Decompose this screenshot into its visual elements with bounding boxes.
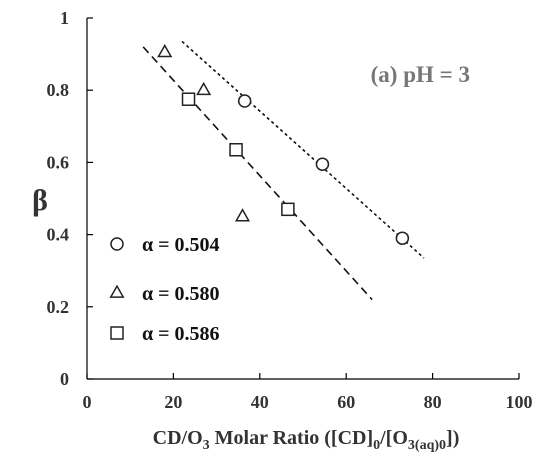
data-point-circle [395,231,410,245]
fit-lines [142,40,425,301]
axes [86,18,519,380]
y-tick-label: 0.6 [47,152,70,172]
legend-marker-triangle [109,284,125,298]
data-point-circle [237,94,252,108]
tick-labels: 0 20 40 60 80 100 0 0.2 0.4 0.6 0.8 1 [47,8,533,412]
fit-line-circle [181,40,425,259]
x-tick-label: 100 [506,392,533,412]
x-axis-title-part: Molar Ratio ([CD] [210,427,373,449]
legend-marker-circle [110,237,124,251]
fit-line-square [142,46,373,301]
data-point-square [181,92,196,106]
x-tick-label: 20 [164,392,182,412]
x-tick-label: 60 [337,392,355,412]
legend-label: α = 0.586 [142,323,220,345]
y-tick-label: 0.4 [47,225,70,245]
y-tick-label: 0 [60,369,69,389]
data-point-triangle [196,81,212,96]
data-point-circle [315,157,330,171]
data-point-triangle [234,208,251,222]
x-tick-label: 0 [83,392,92,412]
data-point-square [281,202,295,217]
y-axis-title: β [32,184,48,217]
legend-marker-square [110,326,124,340]
y-tick-label: 0.8 [47,80,70,100]
chart-annotation: (a) pH = 3 [371,62,470,87]
x-axis-title-sub: 3(aq)0 [408,438,446,453]
y-tick-label: 0.2 [47,297,70,317]
data-point-triangle [157,43,173,58]
data-point-square [229,143,243,157]
x-axis-title-sub: 0 [373,438,380,453]
legend: α = 0.504 α = 0.580 α = 0.586 [109,234,220,345]
x-axis-title-sub: 3 [203,438,210,453]
x-axis-title: CD/O3 Molar Ratio ([CD]0/[O3(aq)0]) [153,427,460,453]
x-axis-title-part: ]) [446,427,459,449]
x-tick-label: 80 [424,392,442,412]
y-tick-label: 1 [60,8,69,28]
data-markers [157,43,410,245]
x-tick-label: 40 [251,392,269,412]
x-axis-title-part: /[O [379,427,408,449]
tick-marks [86,17,520,380]
x-axis-title-part: CD/O [153,427,203,449]
legend-label: α = 0.504 [142,234,220,256]
legend-label: α = 0.580 [142,283,220,305]
